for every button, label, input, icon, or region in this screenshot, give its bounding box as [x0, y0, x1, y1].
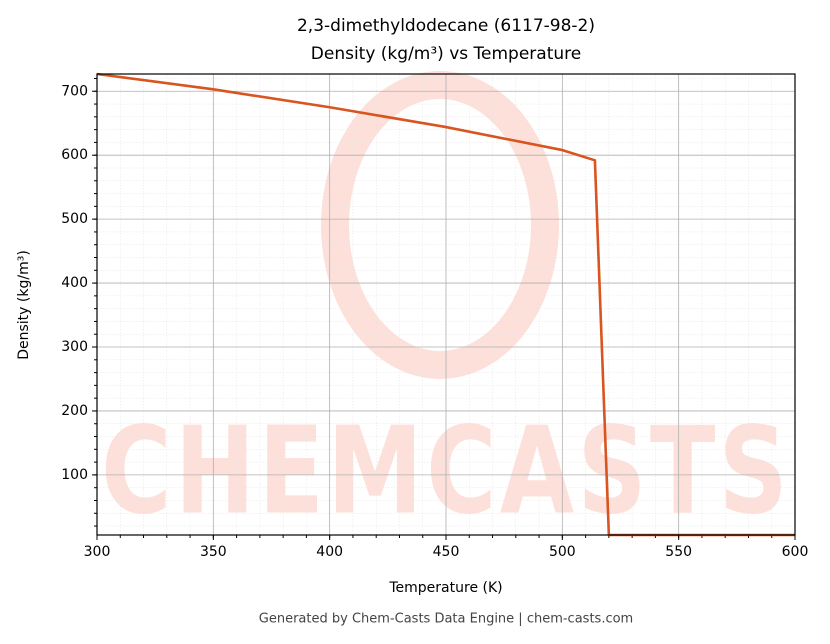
- watermark: CHEMCASTS: [101, 403, 791, 542]
- x-tick-label: 400: [316, 544, 343, 560]
- y-tick-label: 700: [61, 83, 88, 99]
- x-tick-label: 600: [782, 544, 809, 560]
- x-tick-label: 550: [665, 544, 692, 560]
- x-tick-label: 500: [549, 544, 576, 560]
- y-tick-label: 100: [61, 467, 88, 483]
- marks: [96, 72, 795, 537]
- y-tick-label: 500: [61, 211, 88, 227]
- x-tick-label: 450: [433, 544, 460, 560]
- x-tick-label: 350: [200, 544, 227, 560]
- y-tick-label: 600: [61, 147, 88, 163]
- y-tick-label: 300: [61, 339, 88, 355]
- data-line: [96, 72, 795, 537]
- chart-subtitle: Density (kg/m³) vs Temperature: [311, 44, 581, 64]
- footer: Generated by Chem-Casts Data Engine | ch…: [259, 612, 633, 627]
- grid: [94, 74, 796, 538]
- y-axis-label: Density (kg/m³): [16, 250, 32, 360]
- watermark-logo: [321, 71, 559, 379]
- watermark-group: CHEMCASTS: [101, 71, 791, 542]
- y-tick-label: 200: [61, 403, 88, 419]
- chart-title: 2,3-dimethyldodecane (6117-98-2): [297, 16, 595, 36]
- y-tick-label: 400: [61, 275, 88, 291]
- x-tick-label: 300: [84, 544, 111, 560]
- x-axis-label: Temperature (K): [388, 580, 502, 596]
